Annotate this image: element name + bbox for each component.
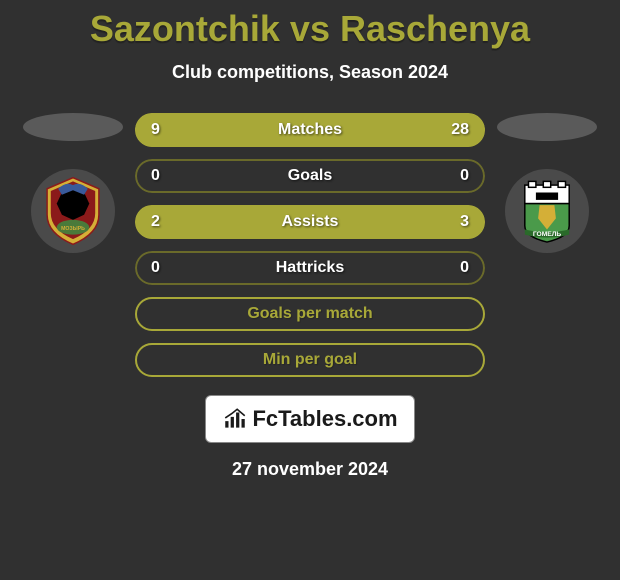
stat-row-assists: 2 Assists 3 xyxy=(135,205,485,239)
page-subtitle: Club competitions, Season 2024 xyxy=(0,62,620,83)
stat-label: Min per goal xyxy=(263,351,357,369)
svg-text:МОЗЫРЬ: МОЗЫРЬ xyxy=(61,226,85,232)
club-crest-left-icon: МОЗЫРЬ xyxy=(36,174,110,248)
stat-left-value: 0 xyxy=(151,259,160,277)
club-crest-right-icon: ГОМЕЛЬ xyxy=(510,174,584,248)
stat-row-hattricks: 0 Hattricks 0 xyxy=(135,251,485,285)
stat-label: Hattricks xyxy=(276,259,344,277)
gomel-crest: ГОМЕЛЬ xyxy=(505,169,589,253)
stat-label: Goals per match xyxy=(247,305,372,323)
left-player-side: МОЗЫРЬ xyxy=(23,113,123,253)
stat-left-value: 2 xyxy=(151,213,160,231)
stat-row-min-per-goal: Min per goal xyxy=(135,343,485,377)
stat-label: Matches xyxy=(278,121,342,139)
stat-left-value: 0 xyxy=(151,167,160,185)
stats-column: 9 Matches 28 0 Goals 0 2 Assists 3 0 Hattricks 0 Goa… xyxy=(135,113,485,377)
right-player-side: ГОМЕЛЬ xyxy=(497,113,597,253)
comparison-content: МОЗЫРЬ 9 Matches 28 0 Goals 0 2 Assists 3 0 Hattri… xyxy=(0,113,620,377)
stat-row-matches: 9 Matches 28 xyxy=(135,113,485,147)
date-text: 27 november 2024 xyxy=(232,459,388,480)
stat-label: Assists xyxy=(282,213,339,231)
slavia-mozyr-crest: МОЗЫРЬ xyxy=(31,169,115,253)
stat-row-goals-per-match: Goals per match xyxy=(135,297,485,331)
fctables-badge: FcTables.com xyxy=(205,395,415,443)
stat-right-value: 28 xyxy=(451,121,469,139)
stat-row-goals: 0 Goals 0 xyxy=(135,159,485,193)
player-photo-placeholder-right xyxy=(497,113,597,141)
stat-right-value: 0 xyxy=(460,259,469,277)
chart-icon xyxy=(222,406,248,432)
footer: FcTables.com 27 november 2024 xyxy=(0,395,620,480)
stat-right-value: 3 xyxy=(460,213,469,231)
brand-text: FcTables.com xyxy=(252,406,397,432)
stat-right-value: 0 xyxy=(460,167,469,185)
svg-text:ГОМЕЛЬ: ГОМЕЛЬ xyxy=(533,231,562,238)
stat-label: Goals xyxy=(288,167,332,185)
player-photo-placeholder-left xyxy=(23,113,123,141)
page-title: Sazontchik vs Raschenya xyxy=(0,0,620,50)
stat-left-value: 9 xyxy=(151,121,160,139)
